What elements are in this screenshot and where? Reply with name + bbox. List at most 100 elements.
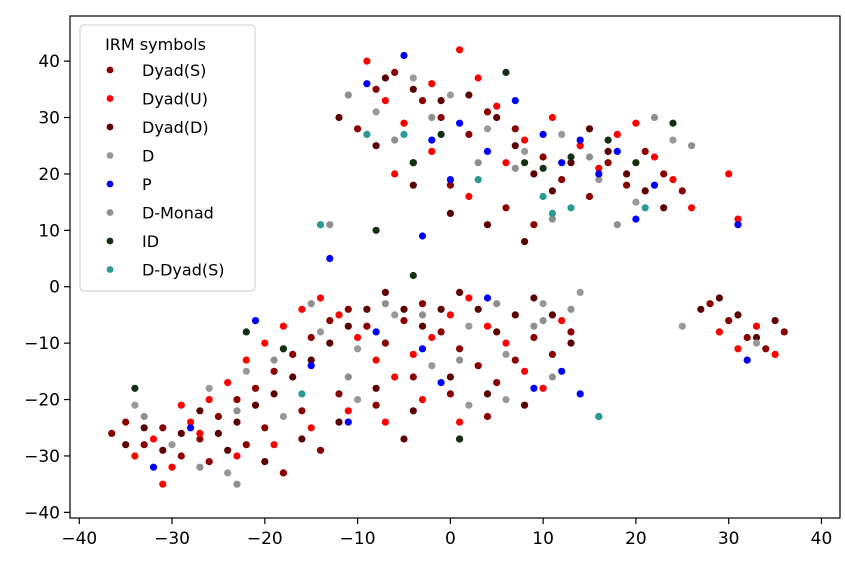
data-point	[483, 412, 492, 421]
data-point	[354, 333, 362, 342]
data-point	[530, 170, 538, 178]
data-point	[725, 170, 733, 178]
data-point	[307, 356, 315, 364]
data-point	[279, 322, 287, 330]
data-point	[372, 401, 380, 409]
data-point	[521, 136, 529, 144]
data-point	[122, 441, 130, 449]
data-point	[734, 221, 742, 229]
data-point	[381, 288, 389, 296]
data-point	[548, 209, 557, 217]
data-point	[595, 170, 603, 178]
data-point	[539, 300, 547, 308]
legend-marker	[106, 237, 114, 245]
series-dyad-d-	[122, 74, 779, 466]
data-point	[168, 463, 176, 471]
data-point	[391, 68, 399, 76]
data-point	[233, 480, 241, 488]
data-point	[270, 356, 278, 364]
data-point	[483, 125, 492, 133]
data-point	[715, 294, 724, 302]
data-point	[131, 452, 139, 460]
x-tick-label: −30	[154, 529, 190, 549]
data-point	[437, 328, 445, 336]
data-point	[224, 379, 232, 387]
data-point	[214, 412, 222, 421]
data-point	[177, 401, 185, 409]
data-point	[233, 396, 241, 404]
data-point	[446, 176, 454, 184]
data-point	[660, 204, 668, 212]
data-point	[437, 97, 445, 105]
data-point	[585, 125, 594, 133]
x-tick-label: 20	[625, 529, 647, 549]
data-point	[400, 130, 408, 138]
data-point	[539, 164, 547, 172]
data-point	[205, 396, 213, 404]
data-point	[409, 85, 417, 93]
data-point	[418, 345, 427, 353]
data-point	[446, 311, 454, 319]
data-point	[418, 311, 427, 319]
data-point	[335, 113, 343, 122]
data-point	[511, 164, 519, 172]
data-point	[196, 429, 204, 437]
data-point	[409, 373, 417, 381]
data-point	[437, 113, 445, 122]
data-point	[474, 74, 482, 82]
series-dyad-s-	[108, 68, 788, 477]
legend: IRM symbols Dyad(S) Dyad(U) Dyad(D) DP D-Mona…	[79, 24, 256, 292]
data-point	[326, 254, 334, 263]
data-point	[363, 80, 371, 88]
data-point	[446, 91, 454, 99]
data-point	[446, 390, 454, 398]
x-tick-label: −10	[340, 529, 376, 549]
data-point	[372, 226, 380, 234]
data-point	[632, 159, 640, 167]
data-point	[456, 345, 464, 353]
data-point	[270, 367, 278, 375]
data-point	[558, 317, 566, 325]
data-point	[548, 350, 557, 358]
data-point	[372, 384, 380, 392]
data-point	[483, 147, 492, 155]
data-point	[678, 187, 686, 195]
data-point	[428, 136, 436, 144]
data-point	[381, 418, 389, 426]
y-tick-label: 0	[49, 278, 60, 298]
legend-title: IRM symbols	[105, 35, 206, 54]
data-point	[567, 153, 575, 161]
data-point	[502, 339, 510, 347]
data-point	[483, 221, 492, 229]
data-point	[632, 215, 640, 223]
data-point	[613, 221, 621, 229]
data-point	[465, 401, 473, 409]
data-point	[307, 300, 315, 308]
data-point	[214, 429, 222, 437]
legend-label: D-Monad	[142, 204, 214, 223]
data-point	[335, 311, 343, 319]
legend-marker	[106, 95, 114, 102]
data-point	[363, 322, 371, 330]
data-point	[372, 328, 380, 336]
data-point	[177, 452, 185, 460]
data-point	[456, 119, 464, 127]
data-point	[548, 187, 557, 195]
legend-marker	[106, 152, 114, 159]
data-point	[335, 418, 343, 426]
data-point	[493, 300, 501, 308]
data-point	[409, 181, 417, 189]
data-point	[224, 469, 232, 477]
data-point	[187, 424, 195, 432]
data-point	[558, 159, 566, 167]
data-point	[567, 328, 575, 336]
data-point	[465, 91, 473, 99]
data-point	[465, 130, 473, 138]
data-point	[400, 435, 408, 443]
data-point	[780, 328, 788, 336]
data-point	[224, 446, 232, 454]
x-tick-label: 40	[811, 529, 833, 549]
data-point	[251, 401, 260, 409]
data-point	[409, 271, 417, 280]
data-point	[140, 412, 148, 421]
